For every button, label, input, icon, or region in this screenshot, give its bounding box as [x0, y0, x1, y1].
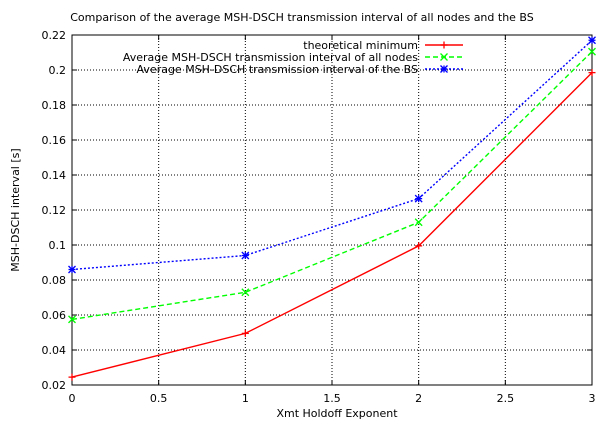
- y-tick-label: 0.16: [42, 134, 67, 147]
- y-tick-label: 0.06: [42, 309, 67, 322]
- series: [68, 47, 596, 324]
- series-line: [71, 72, 593, 378]
- x-tick-label: 1: [242, 392, 249, 405]
- y-tick-label: 0.14: [42, 169, 67, 182]
- x-tick-label: 2.5: [497, 392, 515, 405]
- data-point: [68, 373, 76, 381]
- legend-label: Average MSH-DSCH transmission interval o…: [137, 63, 418, 76]
- legend-entry: Average MSH-DSCH transmission interval o…: [137, 63, 463, 76]
- series-group: [68, 36, 596, 381]
- gridlines: [72, 35, 592, 385]
- data-point: [68, 315, 76, 324]
- legend-entry: Average MSH-DSCH transmission interval o…: [123, 51, 463, 64]
- series-line: [71, 39, 593, 271]
- y-tick-label: 0.22: [42, 29, 67, 42]
- legend-marker: [440, 53, 448, 61]
- x-tick-label: 2: [415, 392, 422, 405]
- data-point: [588, 47, 596, 56]
- y-axis-label: MSH-DSCH interval [s]: [9, 148, 22, 271]
- legend-label: theoretical minimum: [303, 39, 418, 52]
- x-tick-label: 0.5: [150, 392, 168, 405]
- series: [68, 36, 596, 274]
- data-point: [241, 288, 250, 297]
- data-point: [414, 194, 423, 203]
- y-tick-label: 0.04: [42, 344, 67, 357]
- y-tick-label: 0.08: [42, 274, 67, 287]
- series-line: [71, 51, 593, 321]
- y-tick-label: 0.2: [49, 64, 67, 77]
- data-point: [68, 265, 76, 274]
- y-tick-label: 0.12: [42, 204, 67, 217]
- x-tick-label: 0: [69, 392, 76, 405]
- data-point: [588, 36, 596, 45]
- series: [68, 69, 596, 381]
- axes: 0 0.5 1 1.5 2 2.5 3 0.02 0.04 0.06 0.08 0.1 0.12 0.14…: [42, 29, 596, 405]
- data-point: [415, 242, 423, 250]
- y-tick-label: 0.18: [42, 99, 67, 112]
- y-tick-label: 0.1: [49, 239, 67, 252]
- chart-title: Comparison of the average MSH-DSCH trans…: [70, 11, 534, 24]
- data-point: [241, 329, 249, 337]
- legend-label: Average MSH-DSCH transmission interval o…: [123, 51, 418, 64]
- x-axis-label: Xmt Holdoff Exponent: [276, 407, 398, 420]
- data-point: [241, 251, 250, 260]
- data-point: [588, 69, 596, 77]
- data-point: [414, 218, 423, 227]
- legend-entry: theoretical minimum: [303, 39, 463, 52]
- legend-marker: [440, 65, 448, 73]
- legend-marker: [440, 41, 448, 49]
- y-tick-label: 0.02: [42, 379, 67, 392]
- x-tick-label: 3: [589, 392, 596, 405]
- x-tick-label: 1.5: [323, 392, 341, 405]
